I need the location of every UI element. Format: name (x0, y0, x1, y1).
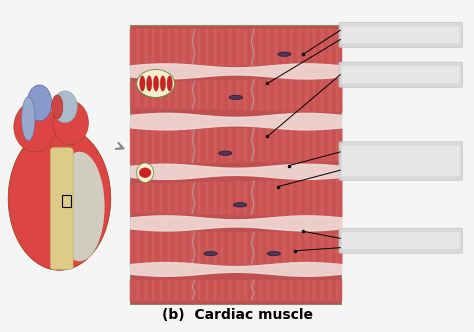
FancyBboxPatch shape (343, 148, 458, 174)
Bar (62, 195, 71, 207)
Ellipse shape (14, 102, 56, 152)
Ellipse shape (267, 251, 281, 256)
FancyBboxPatch shape (339, 228, 463, 253)
FancyBboxPatch shape (339, 22, 463, 47)
Ellipse shape (137, 69, 174, 97)
Ellipse shape (167, 76, 173, 91)
Ellipse shape (233, 203, 246, 207)
Text: (b)  Cardiac muscle: (b) Cardiac muscle (162, 308, 312, 322)
Ellipse shape (53, 101, 89, 145)
FancyBboxPatch shape (345, 70, 457, 79)
FancyBboxPatch shape (339, 142, 463, 180)
Ellipse shape (278, 52, 291, 56)
Ellipse shape (146, 76, 152, 91)
Ellipse shape (204, 251, 217, 256)
FancyBboxPatch shape (345, 150, 457, 172)
FancyBboxPatch shape (340, 230, 461, 251)
FancyBboxPatch shape (342, 26, 460, 43)
Ellipse shape (27, 85, 52, 121)
Ellipse shape (154, 76, 159, 91)
Ellipse shape (52, 95, 63, 119)
FancyBboxPatch shape (340, 64, 461, 85)
Ellipse shape (8, 127, 111, 270)
Ellipse shape (160, 76, 165, 91)
Ellipse shape (139, 168, 151, 178)
Ellipse shape (137, 163, 154, 183)
Ellipse shape (53, 91, 77, 123)
Bar (130, 25, 341, 304)
FancyBboxPatch shape (342, 66, 460, 83)
Ellipse shape (140, 76, 145, 91)
FancyBboxPatch shape (339, 62, 463, 87)
FancyBboxPatch shape (340, 144, 461, 178)
FancyBboxPatch shape (50, 147, 73, 270)
FancyBboxPatch shape (343, 68, 458, 81)
FancyBboxPatch shape (345, 236, 457, 245)
Ellipse shape (22, 97, 35, 141)
Ellipse shape (219, 151, 232, 155)
FancyBboxPatch shape (345, 30, 457, 40)
FancyBboxPatch shape (342, 232, 460, 249)
FancyBboxPatch shape (343, 234, 458, 247)
Ellipse shape (55, 152, 105, 261)
FancyBboxPatch shape (343, 28, 458, 42)
Ellipse shape (229, 95, 242, 100)
FancyBboxPatch shape (340, 24, 461, 45)
FancyBboxPatch shape (342, 146, 460, 176)
